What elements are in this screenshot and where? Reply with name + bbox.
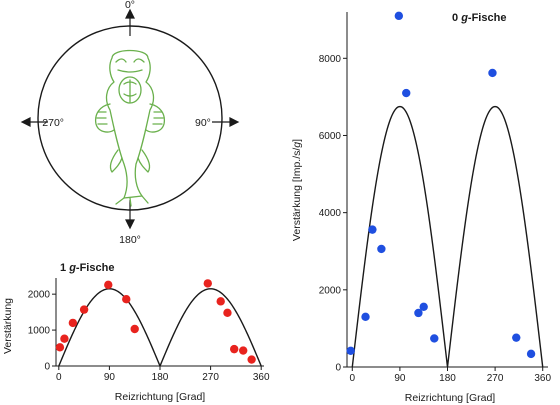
chart-0g-point (419, 302, 428, 312)
chart-1g-x-tick-label: 0 (56, 372, 62, 383)
chart-0g: 0 g-Fische 0 2000 4000 6000 8000 0 90 180 270 36… (291, 11, 551, 404)
chart-0g-y-ticks: 0 2000 4000 6000 8000 (319, 54, 347, 374)
chart-0g-x-tick-label: 180 (439, 373, 456, 384)
chart-0g-point (512, 333, 521, 342)
chart-0g-point (377, 244, 386, 254)
chart-1g: 1 g-Fische 0 1000 2000 0 90 180 270 360 Reizri… (2, 262, 270, 403)
arrow-down-icon (125, 219, 135, 230)
chart-1g-point (239, 346, 248, 355)
chart-0g-y-label: Verstärkung [Imp./s/g] (291, 139, 303, 241)
chart-1g-points (55, 279, 256, 364)
chart-1g-y-label: Verstärkung (2, 298, 14, 354)
chart-1g-y-tick-label: 0 (44, 362, 50, 373)
chart-1g-x-tick-label: 360 (253, 372, 270, 383)
chart-0g-y-tick-label: 8000 (319, 54, 342, 65)
chart-1g-point (247, 355, 256, 364)
arrow-left-icon (20, 117, 31, 127)
chart-0g-y-tick-label: 0 (335, 363, 341, 374)
angle-label-270: 270° (42, 117, 64, 129)
chart-1g-point (216, 297, 225, 306)
chart-0g-point (394, 11, 404, 21)
chart-1g-point (130, 324, 139, 334)
chart-0g-x-tick-label: 0 (350, 373, 356, 384)
direction-diagram: 0° 90° 180° 270° (20, 0, 240, 246)
chart-1g-point (223, 308, 232, 318)
chart-1g-fit-curve (58, 288, 262, 368)
arrow-right-icon (229, 117, 240, 127)
chart-1g-point (230, 344, 239, 354)
chart-1g-point (68, 318, 78, 328)
chart-0g-point (368, 225, 377, 234)
chart-0g-y-tick-label: 2000 (319, 285, 342, 296)
chart-0g-x-label: Reizrichtung [Grad] (405, 392, 496, 404)
chart-0g-point (488, 68, 497, 78)
chart-1g-x-label: Reizrichtung [Grad] (115, 391, 206, 403)
chart-1g-point (104, 280, 113, 290)
chart-1g-y-tick-label: 1000 (28, 326, 51, 337)
chart-1g-y-tick-label: 2000 (28, 290, 51, 301)
chart-1g-point (203, 279, 212, 288)
chart-0g-x-tick-label: 360 (534, 373, 551, 384)
chart-1g-x-tick-label: 270 (202, 372, 219, 383)
chart-0g-x-tick-label: 270 (487, 373, 504, 384)
angle-label-90: 90° (195, 117, 211, 129)
chart-1g-point (79, 305, 89, 314)
chart-0g-point (361, 312, 370, 322)
chart-0g-x-tick-label: 90 (394, 373, 406, 384)
chart-1g-point (55, 343, 65, 352)
chart-1g-x-ticks: 0 90 180 270 360 (56, 366, 270, 383)
chart-0g-title: 0 g-Fische (452, 12, 506, 24)
fish-dorsal-view-icon (94, 49, 166, 207)
chart-0g-y-tick-label: 6000 (319, 131, 342, 142)
chart-1g-y-ticks: 0 1000 2000 (28, 290, 56, 373)
chart-0g-fit-curve (351, 105, 544, 368)
chart-0g-point (402, 88, 411, 98)
chart-1g-x-tick-label: 180 (152, 372, 169, 383)
chart-0g-y-tick-label: 4000 (319, 208, 342, 219)
chart-1g-title: 1 g-Fische (60, 262, 114, 274)
arrow-up-icon (125, 8, 135, 19)
chart-0g-point (414, 308, 423, 318)
chart-0g-point (430, 334, 439, 343)
chart-0g-point (526, 349, 536, 359)
chart-1g-point (122, 294, 131, 304)
chart-1g-x-tick-label: 90 (104, 372, 116, 383)
direction-axes (20, 8, 240, 230)
chart-0g-point (346, 346, 355, 355)
angle-label-180: 180° (119, 234, 141, 246)
chart-1g-point (60, 334, 69, 343)
chart-0g-points (346, 11, 536, 359)
angle-label-0: 0° (125, 0, 135, 11)
chart-0g-x-ticks: 0 90 180 270 360 (350, 367, 551, 384)
